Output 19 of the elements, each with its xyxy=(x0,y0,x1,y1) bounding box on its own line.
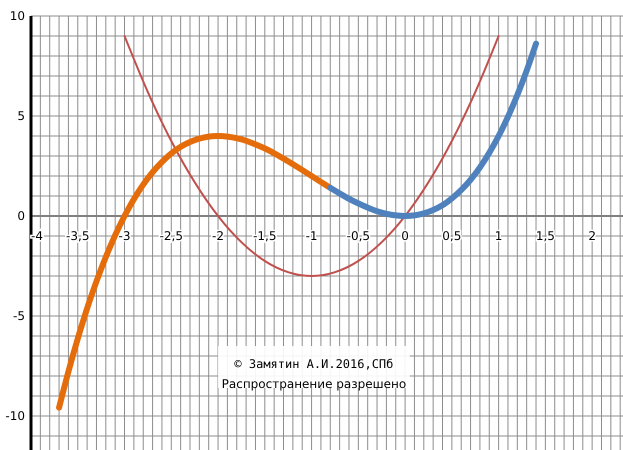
x-tick-label: 2 xyxy=(588,229,596,243)
y-tick-label: 5 xyxy=(17,109,25,123)
x-tick-label: -1,5 xyxy=(253,229,277,243)
y-tick-label: -5 xyxy=(13,309,25,323)
y-tick-label: -10 xyxy=(5,409,25,423)
x-tick-label: 1,5 xyxy=(536,229,555,243)
x-tick-label: -2,5 xyxy=(160,229,183,243)
x-tick-label: -1 xyxy=(306,229,318,243)
y-tick-label: 0 xyxy=(17,209,25,223)
x-tick-label: 0,5 xyxy=(442,229,462,243)
x-tick-label: -0,5 xyxy=(346,229,370,243)
annotation: © Замятин А.И.2016,СПб xyxy=(234,357,394,371)
x-tick-label: 1 xyxy=(494,229,502,243)
x-tick-label: -2 xyxy=(212,229,224,243)
x-tick-label: -3 xyxy=(118,229,131,243)
x-tick-label: 0 xyxy=(401,229,409,243)
y-tick-label: 10 xyxy=(10,9,25,23)
annotation: Распространение разрешено xyxy=(222,377,406,391)
x-tick-label: -3,5 xyxy=(66,229,90,243)
